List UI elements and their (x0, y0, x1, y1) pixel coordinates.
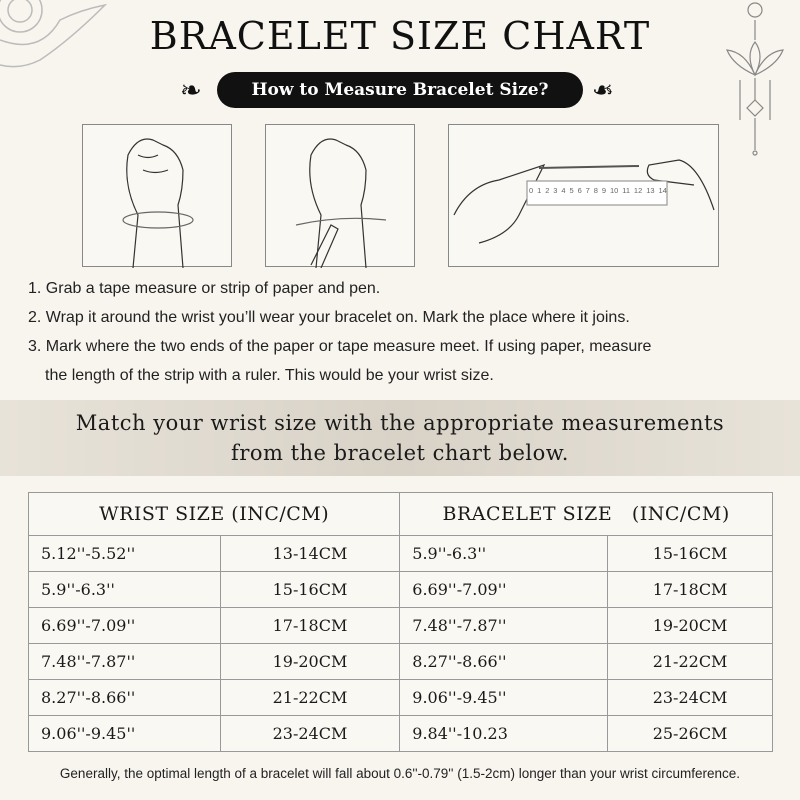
step-1: 1. Grab a tape measure or strip of paper… (28, 280, 381, 297)
ruler-scale: 0 1 2 3 4 5 6 7 8 9 10 11 12 13 14 (529, 186, 667, 195)
bracelet-cm-cell: 25-26CM (607, 715, 773, 752)
bracelet-inch-cell: 6.69''-7.09'' (399, 571, 609, 608)
wrist-inch-cell: 6.69''-7.09'' (28, 607, 221, 644)
table-row: 7.48''-7.87'' 19-20CM 8.27''-8.66'' 21-22CM (28, 643, 773, 680)
step-3: 3. Mark where the two ends of the paper … (28, 338, 652, 355)
wrist-inch-cell: 5.9''-6.3'' (28, 571, 221, 608)
wrist-inch-cell: 7.48''-7.87'' (28, 643, 221, 680)
bracelet-cm-cell: 15-16CM (607, 535, 773, 572)
bracelet-inch-cell: 9.84''-10.23 (399, 715, 609, 752)
measure-steps: 1. Grab a tape measure or strip of paper… (28, 274, 651, 390)
match-line-2: from the bracelet chart below. (231, 441, 569, 465)
table-row: 8.27''-8.66'' 21-22CM 9.06''-9.45'' 23-24CM (28, 679, 773, 716)
swirl-ornament-left: ❧ (180, 75, 202, 105)
wrist-inch-cell: 9.06''-9.45'' (28, 715, 221, 752)
page-title: BRACELET SIZE CHART (149, 14, 651, 58)
bracelet-inch-cell: 7.48''-7.87'' (399, 607, 609, 644)
wrist-inch-cell: 5.12''-5.52'' (28, 535, 221, 572)
size-chart-table: WRIST SIZE (INC/CM) BRACELET SIZE (INC/CM… (27, 492, 773, 752)
step-3-cont: the length of the strip with a ruler. Th… (45, 367, 494, 384)
table-header-row: WRIST SIZE (INC/CM) BRACELET SIZE (INC/CM… (27, 492, 773, 536)
wrist-cm-cell: 17-18CM (219, 607, 401, 644)
hands-ruler-icon (453, 159, 715, 244)
subtitle-banner: How to Measure Bracelet Size? (217, 72, 583, 108)
header-wrist-size: WRIST SIZE (INC/CM) (27, 492, 401, 536)
bracelet-inch-cell: 5.9''-6.3'' (399, 535, 609, 572)
illustration-ruler: 0 1 2 3 4 5 6 7 8 9 10 11 12 13 14 (448, 124, 719, 267)
bracelet-inch-cell: 9.06''-9.45'' (399, 679, 609, 716)
header-bracelet-size: BRACELET SIZE (INC/CM) (399, 492, 773, 536)
step-2: 2. Wrap it around the wrist you’ll wear … (28, 309, 630, 326)
lotus-decoration (726, 2, 784, 156)
footnote: Generally, the optimal length of a brace… (59, 766, 741, 781)
bracelet-cm-cell: 17-18CM (607, 571, 773, 608)
bracelet-inch-cell: 8.27''-8.66'' (399, 643, 609, 680)
wrist-cm-cell: 13-14CM (219, 535, 401, 572)
table-row: 5.9''-6.3'' 15-16CM 6.69''-7.09'' 17-18CM (28, 571, 773, 608)
table-row: 6.69''-7.09'' 17-18CM 7.48''-7.87'' 19-20CM (28, 607, 773, 644)
illustration-wrap-tape (82, 124, 232, 269)
wrist-cm-cell: 23-24CM (219, 715, 401, 752)
wrist-inch-cell: 8.27''-8.66'' (28, 679, 221, 716)
illustration-mark-pen (265, 124, 415, 269)
match-line-1: Match your wrist size with the appropria… (75, 411, 725, 435)
match-instruction-band: Match your wrist size with the appropria… (0, 400, 800, 476)
hand-icon (122, 138, 194, 269)
bracelet-cm-cell: 21-22CM (607, 643, 773, 680)
wrist-cm-cell: 15-16CM (219, 571, 401, 608)
wrist-cm-cell: 19-20CM (219, 643, 401, 680)
table-row: 9.06''-9.45'' 23-24CM 9.84''-10.23 25-26CM (28, 715, 773, 752)
wrist-cm-cell: 21-22CM (219, 679, 401, 716)
hand-pen-icon (295, 138, 387, 269)
bracelet-cm-cell: 19-20CM (607, 607, 773, 644)
table-row: 5.12''-5.52'' 13-14CM 5.9''-6.3'' 15-16CM (28, 535, 773, 572)
swirl-ornament-right: ❧ (592, 75, 614, 105)
bracelet-cm-cell: 23-24CM (607, 679, 773, 716)
mandala-decoration (0, 0, 108, 68)
